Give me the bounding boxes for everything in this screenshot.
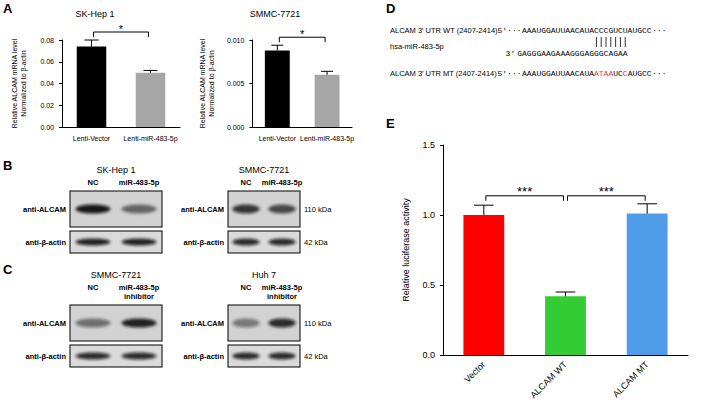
svg-text:inhibitor: inhibitor (124, 292, 154, 301)
svg-text:anti-β-actin: anti-β-actin (184, 352, 225, 361)
svg-text:0.5: 0.5 (422, 280, 435, 290)
svg-text:NC: NC (241, 178, 252, 187)
svg-text:0.0: 0.0 (422, 350, 435, 360)
svg-text:***: *** (517, 184, 532, 199)
svg-text:inhibitor: inhibitor (267, 292, 297, 301)
svg-text:A: A (3, 1, 13, 16)
svg-text:0.06: 0.06 (40, 58, 54, 65)
svg-text:C: C (3, 262, 13, 277)
svg-text:AAAUGGAUUAACAUAATAAUCCAUGCC: AAAUGGAUUAACAUAATAAUCCAUGCC (522, 69, 652, 78)
svg-text:1.0: 1.0 (422, 210, 435, 220)
svg-text:0.010: 0.010 (227, 37, 245, 44)
svg-text:42 kDa: 42 kDa (304, 352, 329, 361)
svg-text:SMMC-7721: SMMC-7721 (250, 9, 301, 19)
svg-text:miR-483-5p: miR-483-5p (119, 283, 160, 292)
svg-text:anti-β-actin: anti-β-actin (26, 238, 67, 247)
svg-text:AAAUGGAUUAACAUACCCGUCUAUGCC: AAAUGGAUUAACAUACCCGUCUAUGCC (522, 26, 652, 35)
svg-text:miR-483-5p: miR-483-5p (262, 283, 303, 292)
svg-text:3′: 3′ (506, 49, 516, 58)
svg-text:0.04: 0.04 (40, 80, 54, 87)
svg-text:Relative ALCAM mRNA level: Relative ALCAM mRNA level (11, 38, 18, 128)
svg-text:SK-Hep 1: SK-Hep 1 (75, 9, 114, 19)
svg-text:5′···: 5′··· (497, 69, 521, 78)
svg-text:anti-ALCAM: anti-ALCAM (23, 319, 66, 328)
svg-text:Lenti-miR-483-5p: Lenti-miR-483-5p (123, 135, 177, 143)
svg-text:E: E (386, 116, 395, 131)
svg-text:Relative ALCAM mRNA level: Relative ALCAM mRNA level (199, 38, 206, 128)
svg-text:0.02: 0.02 (40, 102, 54, 109)
svg-text:Relative luciferase activity: Relative luciferase activity (401, 198, 411, 302)
svg-text:ALCAM WT: ALCAM WT (528, 359, 569, 400)
svg-text:anti-β-actin: anti-β-actin (26, 352, 67, 361)
svg-text:0.00: 0.00 (40, 124, 54, 131)
svg-text:anti-ALCAM: anti-ALCAM (181, 205, 224, 214)
svg-text:***: *** (599, 184, 614, 199)
svg-text:SMMC-7721: SMMC-7721 (239, 165, 290, 175)
svg-text:1.5: 1.5 (422, 140, 435, 150)
svg-text:0.08: 0.08 (40, 37, 54, 44)
svg-text:*: * (300, 28, 305, 40)
svg-text:SMMC-7721: SMMC-7721 (91, 270, 142, 280)
svg-text:miR-483-5p: miR-483-5p (262, 178, 303, 187)
svg-text:110 kDa: 110 kDa (304, 205, 332, 214)
svg-text:Huh 7: Huh 7 (252, 270, 276, 280)
svg-text:Normalized to β-actin: Normalized to β-actin (208, 50, 216, 116)
svg-text:SK-Hep 1: SK-Hep 1 (96, 165, 135, 175)
svg-text:Normalized to β-actin: Normalized to β-actin (20, 50, 28, 116)
svg-text:Vector: Vector (462, 359, 487, 384)
svg-text:42 kDa: 42 kDa (304, 238, 329, 247)
svg-text:Lenti-Vector: Lenti-Vector (73, 135, 111, 142)
svg-text:D: D (386, 1, 395, 16)
svg-text:B: B (3, 158, 12, 173)
svg-text:ALCAM 3′ UTR WT (2407-2414): ALCAM 3′ UTR WT (2407-2414) (390, 26, 498, 35)
svg-text:anti-β-actin: anti-β-actin (184, 238, 225, 247)
svg-text:ALCAM MT: ALCAM MT (611, 359, 651, 399)
svg-text:0.005: 0.005 (227, 80, 245, 87)
svg-text:Lenti-Vector: Lenti-Vector (259, 135, 297, 142)
svg-text:anti-ALCAM: anti-ALCAM (181, 319, 224, 328)
svg-text:NC: NC (241, 283, 252, 292)
svg-text:Lenti-miR-483-5p: Lenti-miR-483-5p (300, 135, 354, 143)
svg-text:*: * (119, 23, 124, 35)
svg-text:hsa-miR-483-5p: hsa-miR-483-5p (390, 42, 444, 51)
svg-text:5′···: 5′··· (497, 26, 521, 35)
svg-text:miR-483-5p: miR-483-5p (119, 178, 160, 187)
svg-text:anti-ALCAM: anti-ALCAM (23, 205, 66, 214)
svg-text:GAGGGAAGAAAGGGAGGGCAGAA: GAGGGAAGAAAGGGAGGGCAGAA (517, 49, 628, 58)
svg-text:NC: NC (88, 178, 99, 187)
svg-text:110 kDa: 110 kDa (304, 319, 332, 328)
svg-text:···: ··· (652, 26, 666, 35)
svg-text:···: ··· (652, 69, 666, 78)
svg-text:0.000: 0.000 (227, 124, 245, 131)
svg-text:NC: NC (88, 283, 99, 292)
svg-text:ALCAM 3′ UTR MT (2407-2414): ALCAM 3′ UTR MT (2407-2414) (390, 69, 497, 78)
